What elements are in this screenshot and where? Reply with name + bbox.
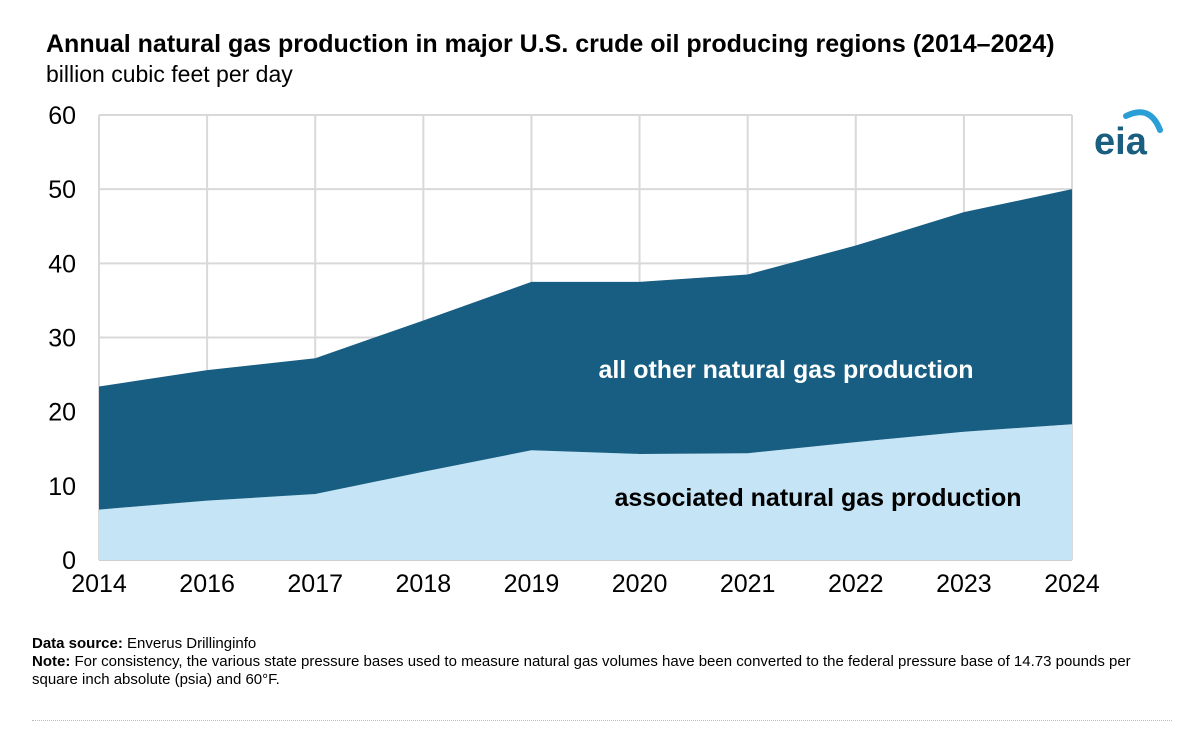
- x-tick-label: 2020: [612, 570, 668, 598]
- footer-divider: [32, 720, 1172, 721]
- y-tick-label: 0: [62, 547, 76, 575]
- area-series-1: [99, 424, 1072, 560]
- series-label-2: all other natural gas production: [598, 356, 973, 384]
- x-tick-label: 2021: [720, 570, 776, 598]
- data-source-label: Data source:: [32, 635, 123, 652]
- y-tick-label: 50: [48, 176, 76, 204]
- note-line: Note: For consistency, the various state…: [32, 653, 1172, 689]
- eia-logo-text: eia: [1094, 121, 1148, 163]
- y-tick-label: 40: [48, 250, 76, 278]
- x-tick-label: 2017: [287, 570, 343, 598]
- y-tick-label: 30: [48, 325, 76, 353]
- y-tick-label: 10: [48, 473, 76, 501]
- data-source-line: Data source: Enverus Drillinginfo: [32, 635, 1172, 653]
- y-tick-label: 20: [48, 399, 76, 427]
- y-axis-ticks: 0 10 20 30 40 50 60: [48, 102, 76, 575]
- note-text: For consistency, the various state press…: [32, 653, 1131, 688]
- x-tick-label: 2024: [1044, 570, 1100, 598]
- x-tick-label: 2018: [396, 570, 452, 598]
- y-tick-label: 60: [48, 102, 76, 130]
- series-label-1: associated natural gas production: [614, 484, 1021, 512]
- x-tick-label: 2019: [504, 570, 560, 598]
- chart-subtitle: billion cubic feet per day: [46, 61, 293, 87]
- chart-footer: Data source: Enverus Drillinginfo Note: …: [32, 635, 1172, 689]
- area-series-2: [99, 189, 1072, 510]
- x-axis-ticks: 2014 2016 2017 2018 2019 2020 2021 2022 2023 2024: [71, 570, 1100, 598]
- x-tick-label: 2016: [179, 570, 235, 598]
- eia-logo: eia: [1094, 109, 1163, 163]
- eia-logo-arc: [1123, 109, 1163, 133]
- data-source-text: Enverus Drillinginfo: [127, 635, 257, 652]
- x-tick-label: 2022: [828, 570, 884, 598]
- chart-areas: [99, 189, 1072, 560]
- chart-title: Annual natural gas production in major U…: [46, 30, 1055, 58]
- x-tick-label: 2014: [71, 570, 127, 598]
- series-labels: associated natural gas production all oth…: [598, 356, 1021, 512]
- note-label: Note:: [32, 653, 71, 670]
- x-tick-label: 2023: [936, 570, 992, 598]
